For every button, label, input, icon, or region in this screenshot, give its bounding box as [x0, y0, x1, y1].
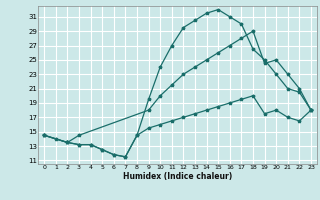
X-axis label: Humidex (Indice chaleur): Humidex (Indice chaleur) [123, 172, 232, 181]
